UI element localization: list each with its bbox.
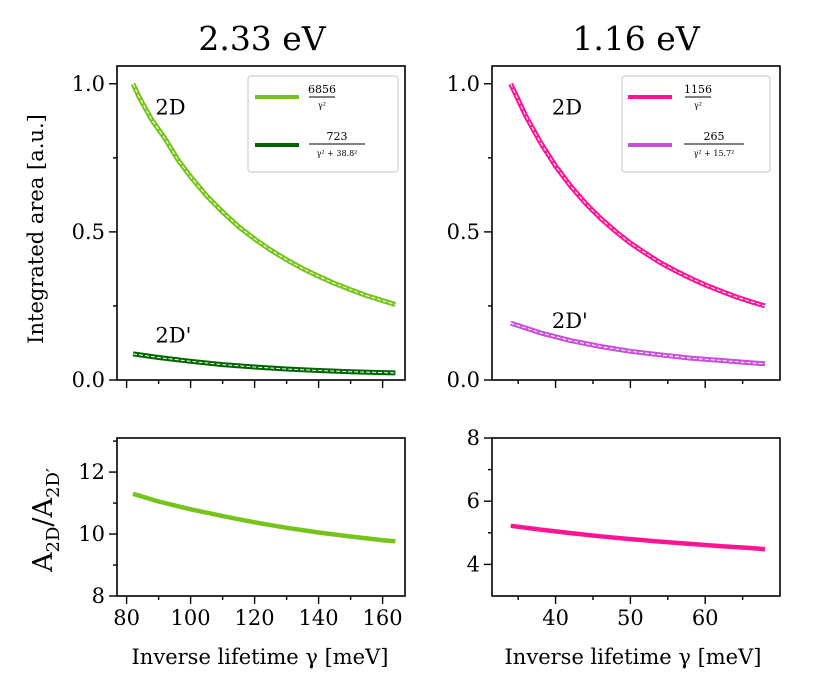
panel-title: 2.33 eV	[198, 19, 326, 58]
y-tick-label: 1.0	[447, 72, 480, 96]
x-tick-label: 80	[113, 606, 140, 630]
axis-ticks: 0.0 0.5 1.0	[447, 72, 744, 392]
fit-line-2d-prime	[510, 322, 766, 365]
fit-line-2d	[510, 83, 766, 307]
plot-frame	[491, 65, 781, 381]
x-axis-label: Inverse lifetime γ [meV]	[505, 645, 762, 669]
x-tick-label: 100	[171, 606, 211, 630]
y-tick-label: 12	[78, 460, 105, 484]
plot-frame	[491, 437, 781, 597]
panel-title: 1.16 eV	[572, 19, 700, 58]
y-axis-label: Integrated area [a.u.]	[24, 114, 48, 344]
panel-top-left: 2.33 eV Integrated area [a.u.] 0.0 0.5 1.0…	[24, 19, 406, 392]
y-tick-label: 0.5	[72, 220, 105, 244]
y-tick-label: 4	[467, 552, 480, 576]
y-tick-label: 8	[92, 584, 105, 608]
legend-numerator-2d-prime: 265	[704, 130, 725, 143]
axis-ticks: 0.0 0.5 1.0	[72, 72, 384, 392]
x-tick-label: 50	[617, 606, 644, 630]
series-lines	[510, 523, 766, 552]
series-lines	[508, 82, 766, 367]
legend-denominator-2d: γ²	[318, 101, 326, 110]
fit-line-2d	[132, 83, 396, 305]
series-lines	[132, 491, 396, 544]
legend-box	[247, 75, 399, 173]
series-line-ratio	[132, 491, 396, 544]
y-tick-label: 10	[78, 522, 105, 546]
panel-bottom-left: A2D/A2D′ 80 100 120 140 160 8 10 12 Inverse lif…	[28, 437, 406, 669]
x-tick-label: 160	[363, 606, 403, 630]
y-tick-label: 6	[467, 489, 480, 513]
legend-numerator-2d: 1156	[684, 83, 712, 96]
axis-ticks: 40 50 60 4 6 8	[467, 426, 744, 630]
annotation-2d-prime: 2D'	[155, 324, 191, 348]
y-axis-label-ratio: A2D/A2D′	[28, 468, 64, 573]
legend-denominator-2d: γ²	[694, 101, 702, 110]
legend-box	[621, 75, 771, 173]
y-tick-label: 0.0	[72, 368, 105, 392]
axis-ticks: 80 100 120 140 160 8 10 12	[78, 440, 403, 630]
legend-denominator-2d-prime: γ² + 15.7²	[694, 149, 735, 158]
series-lines	[130, 82, 397, 376]
plot-frame	[116, 437, 406, 597]
annotation-2d-prime: 2D'	[552, 309, 588, 333]
series-line-2d-prime	[509, 320, 766, 367]
annotation-2d: 2D	[155, 95, 185, 119]
y-tick-label: 8	[467, 426, 480, 450]
panel-bottom-right: 40 50 60 4 6 8 Inverse lifetime γ [meV]	[467, 426, 781, 669]
series-line-2d-prime	[132, 351, 396, 376]
legend: 1156 γ² 265 γ² + 15.7²	[621, 75, 771, 173]
legend-numerator-2d-prime: 723	[327, 130, 348, 143]
fit-line-2d-prime	[132, 353, 396, 374]
y-tick-label: 0.5	[447, 220, 480, 244]
x-tick-label: 120	[235, 606, 275, 630]
panel-top-right: 1.16 eV 0.0 0.5 1.0 2D 2D' 1156 γ² 265 γ² …	[447, 19, 781, 392]
legend: 6856 γ² 723 γ² + 38.8²	[247, 75, 399, 173]
series-line-ratio	[510, 523, 766, 552]
legend-numerator-2d: 6856	[308, 83, 336, 96]
x-tick-label: 60	[692, 606, 719, 630]
x-axis-label: Inverse lifetime γ [meV]	[132, 645, 389, 669]
x-tick-label: 40	[542, 606, 569, 630]
legend-denominator-2d-prime: γ² + 38.8²	[317, 149, 358, 158]
y-tick-label: 1.0	[72, 72, 105, 96]
y-tick-label: 0.0	[447, 368, 480, 392]
plot-frame	[116, 65, 406, 381]
annotation-2d: 2D	[552, 95, 582, 119]
x-tick-label: 140	[299, 606, 339, 630]
